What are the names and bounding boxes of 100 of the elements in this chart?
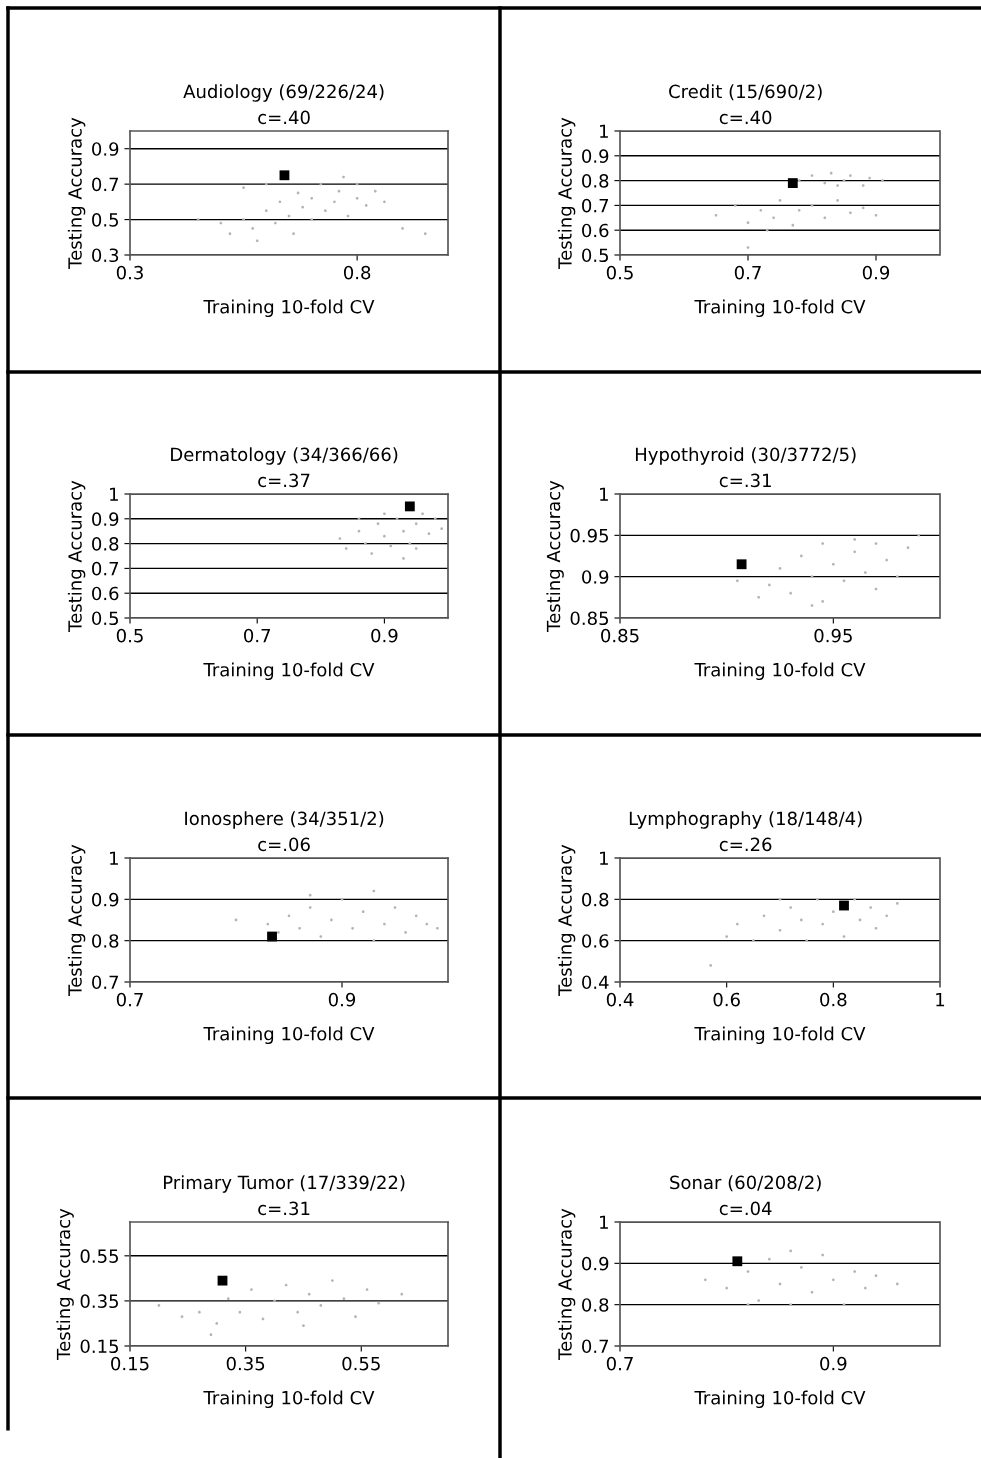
y-tick-label: 1: [110, 851, 118, 865]
point: [821, 1253, 825, 1257]
point: [874, 542, 878, 545]
point: [377, 1301, 381, 1305]
point: [340, 897, 344, 901]
point: [363, 542, 367, 545]
point: [308, 906, 312, 909]
point: [408, 542, 412, 545]
point: [842, 579, 846, 583]
y-axis-title: Testing Accuracy: [67, 117, 86, 269]
point: [797, 179, 801, 182]
chart-subtitle: c=.40: [258, 110, 310, 125]
y-tick-label: 0.6: [92, 586, 119, 601]
point: [196, 218, 200, 221]
point: [404, 931, 407, 934]
x-tick-label: 0.6: [713, 992, 740, 1007]
y-tick-label: 0.3: [92, 248, 119, 263]
y-tick-label: 0.6: [582, 934, 609, 948]
point: [787, 178, 798, 188]
point: [423, 232, 427, 236]
point: [342, 1297, 346, 1301]
point: [791, 223, 795, 227]
chart-subtitle: c=.04: [719, 1201, 772, 1216]
chart-subtitle: c=.37: [258, 473, 310, 488]
point: [344, 547, 348, 550]
point: [772, 216, 775, 220]
y-tick-label: 1: [110, 487, 118, 501]
y-tick-label: 0.9: [582, 570, 609, 584]
y-tick-label: 0.15: [80, 1339, 119, 1354]
x-axis-title: Training 10-fold CV: [203, 299, 375, 318]
point: [895, 575, 899, 579]
point: [330, 1279, 334, 1283]
point: [799, 554, 803, 558]
point: [839, 900, 849, 911]
chart-title: Audiology (69/226/24): [183, 84, 384, 102]
point: [319, 935, 323, 938]
x-tick-label: 0.7: [734, 265, 761, 280]
y-tick-label: 0.5: [92, 213, 119, 227]
x-tick-label: 0.9: [371, 628, 398, 643]
y-tick-label: 0.5: [92, 611, 119, 626]
point: [370, 552, 374, 555]
point: [393, 906, 397, 909]
x-tick-label: 0.8: [343, 265, 371, 280]
y-axis-title: Testing Accuracy: [67, 480, 86, 632]
point: [778, 199, 782, 202]
point: [264, 209, 268, 213]
x-tick-label: 0.8: [820, 992, 847, 1007]
point: [906, 546, 910, 550]
x-axis-title: Training 10-fold CV: [694, 1390, 866, 1409]
point: [255, 239, 259, 243]
x-tick-label: 0.95: [814, 628, 852, 643]
point: [302, 1324, 305, 1328]
point: [157, 1304, 161, 1307]
point: [917, 533, 921, 537]
point: [351, 926, 354, 930]
point: [226, 1297, 230, 1301]
point: [279, 170, 290, 181]
point: [885, 914, 889, 918]
point: [849, 211, 852, 215]
point: [338, 537, 342, 541]
point: [759, 208, 763, 212]
point: [180, 1315, 184, 1319]
point: [849, 174, 852, 178]
point: [273, 1299, 276, 1303]
point: [778, 928, 782, 932]
chart-subtitle: c=.40: [719, 110, 772, 125]
y-tick-label: 0.7: [92, 975, 119, 990]
point: [836, 184, 839, 187]
y-axis-title: Testing Accuracy: [557, 1208, 576, 1360]
point: [242, 186, 245, 190]
point: [895, 1282, 899, 1286]
point: [810, 604, 814, 607]
point: [868, 176, 871, 180]
y-tick-label: 0.9: [582, 149, 609, 163]
point: [401, 227, 404, 230]
x-axis-title: Training 10-fold CV: [203, 1026, 375, 1045]
point: [355, 196, 359, 200]
point: [383, 200, 386, 204]
point: [228, 232, 232, 236]
y-tick-label: 0.35: [80, 1294, 119, 1309]
point: [402, 529, 405, 533]
point: [427, 532, 431, 536]
point: [250, 1288, 253, 1292]
point: [863, 1286, 867, 1290]
y-axis-title: Testing Accuracy: [56, 1208, 74, 1360]
point: [895, 902, 899, 905]
point: [733, 204, 737, 207]
point: [789, 1249, 793, 1253]
point: [810, 204, 814, 207]
point: [383, 512, 386, 516]
point: [440, 527, 444, 531]
y-tick-label: 0.6: [582, 223, 609, 238]
y-tick-label: 0.8: [92, 934, 119, 948]
point: [242, 218, 245, 221]
point: [215, 1322, 219, 1325]
point: [436, 926, 439, 930]
point: [831, 1278, 835, 1282]
x-axis-title: Training 10-fold CV: [203, 1390, 375, 1409]
point: [861, 184, 865, 187]
y-axis-title: Testing Accuracy: [546, 480, 564, 632]
